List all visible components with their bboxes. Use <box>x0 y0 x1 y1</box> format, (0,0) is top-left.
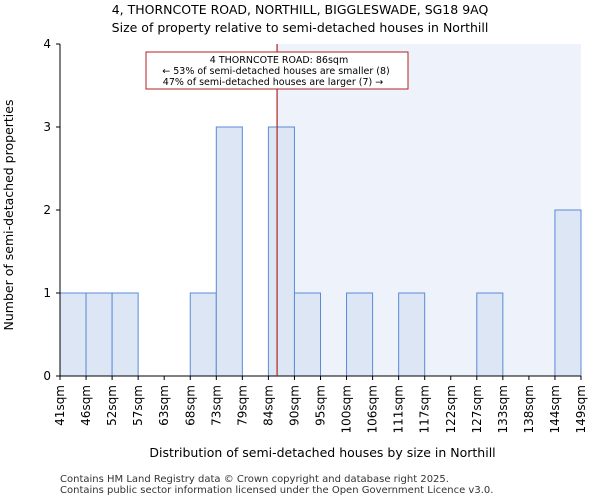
footer-copyright: Contains HM Land Registry data © Crown c… <box>60 474 449 485</box>
larger-region-shade <box>277 44 581 376</box>
x-tick-label-63sqm: 63sqm <box>157 385 171 426</box>
x-tick-label-46sqm: 46sqm <box>79 385 93 426</box>
chart-title: 4, THORNCOTE ROAD, NORTHILL, BIGGLESWADE… <box>111 2 489 17</box>
histogram-bar-68sqm <box>189 292 217 377</box>
histogram-bar-100sqm <box>346 292 374 377</box>
x-tick-label-133sqm: 133sqm <box>496 385 510 433</box>
x-axis-label: Distribution of semi-detached houses by … <box>149 445 495 460</box>
x-tick-label-122sqm: 122sqm <box>444 385 458 433</box>
annotation-line-3: 47% of semi-detached houses are larger (… <box>163 77 383 88</box>
footer-licence: Contains public sector information licen… <box>60 485 494 496</box>
x-tick-label-95sqm: 95sqm <box>314 385 328 426</box>
y-axis-label: Number of semi-detached properties <box>1 100 16 331</box>
x-tick-label-100sqm: 100sqm <box>340 385 354 433</box>
histogram-bar-41sqm <box>59 292 87 377</box>
x-tick-label-90sqm: 90sqm <box>287 385 301 426</box>
x-tick-label-41sqm: 41sqm <box>53 385 67 426</box>
x-tick-label-68sqm: 68sqm <box>183 385 197 426</box>
annotation-box <box>145 51 409 90</box>
histogram-bar-73sqm <box>215 126 243 377</box>
x-tick-label-138sqm: 138sqm <box>522 385 536 433</box>
histogram-bar-111sqm <box>398 292 426 377</box>
y-tick-label-0: 0 <box>43 369 51 383</box>
y-tick-label-1: 1 <box>43 286 51 300</box>
x-tick-label-84sqm: 84sqm <box>261 385 275 426</box>
histogram-bar-46sqm <box>85 292 113 377</box>
y-tick-label-3: 3 <box>43 120 51 134</box>
x-tick-label-79sqm: 79sqm <box>235 385 249 426</box>
y-tick-label-2: 2 <box>43 203 51 217</box>
x-tick-label-149sqm: 149sqm <box>574 385 588 433</box>
histogram-bar-90sqm <box>293 292 322 377</box>
chart-subtitle: Size of property relative to semi-detach… <box>111 20 489 35</box>
y-tick-label-4: 4 <box>43 37 51 51</box>
x-tick-label-144sqm: 144sqm <box>548 385 562 433</box>
x-tick-label-111sqm: 111sqm <box>392 385 406 433</box>
histogram-bar-84sqm <box>267 126 295 377</box>
x-tick-label-52sqm: 52sqm <box>105 385 119 426</box>
annotation-line-2: ← 53% of semi-detached houses are smalle… <box>162 66 390 77</box>
annotation-line-1: 4 THORNCOTE ROAD: 86sqm <box>210 55 348 66</box>
x-tick-label-117sqm: 117sqm <box>418 385 432 433</box>
x-tick-label-57sqm: 57sqm <box>131 385 145 426</box>
histogram-bar-127sqm <box>476 292 504 377</box>
x-tick-label-127sqm: 127sqm <box>470 385 484 433</box>
histogram-bar-144sqm <box>554 209 582 377</box>
histogram-bar-52sqm <box>111 292 139 377</box>
x-tick-label-106sqm: 106sqm <box>366 385 380 433</box>
x-tick-label-73sqm: 73sqm <box>209 385 223 426</box>
